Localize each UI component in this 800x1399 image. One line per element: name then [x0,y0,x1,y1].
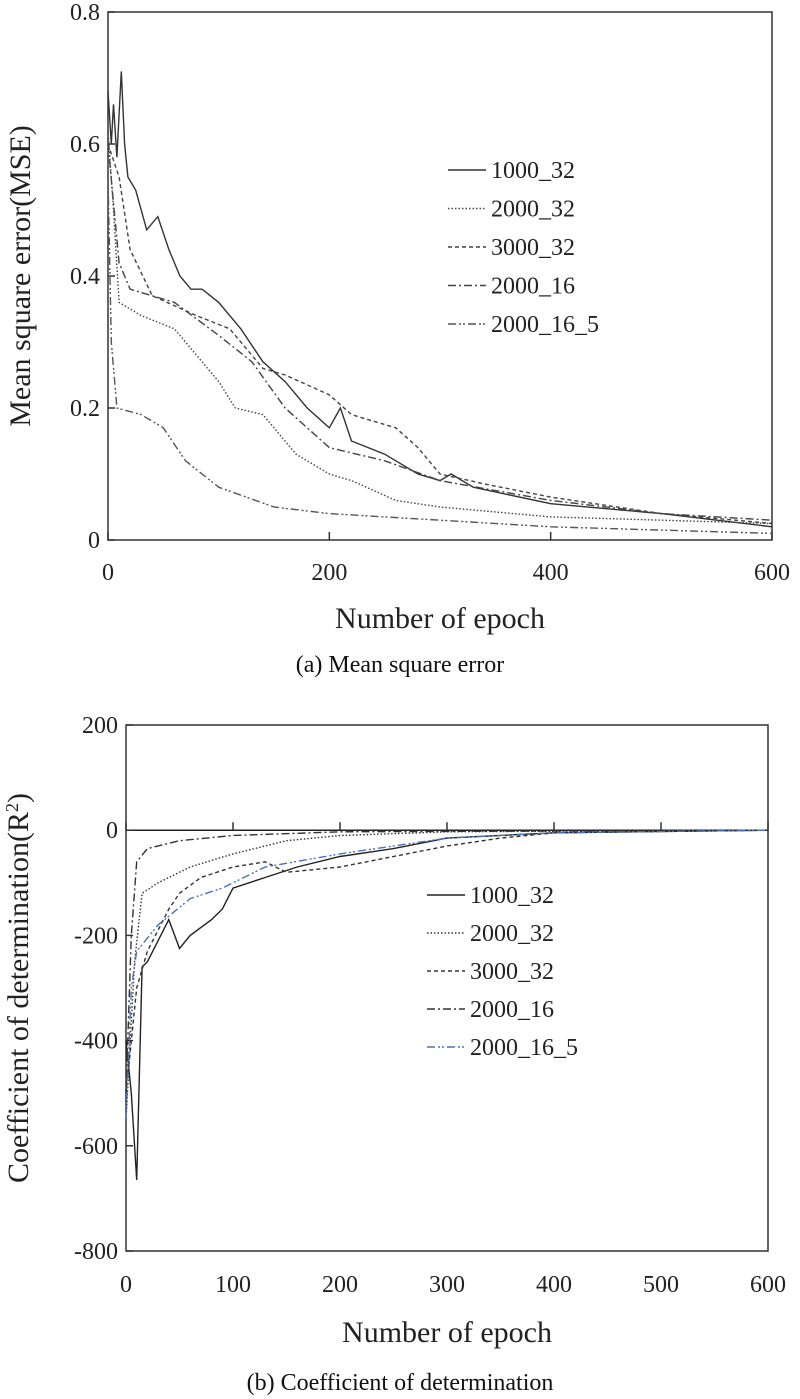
legend-label: 2000_16_5 [491,312,599,338]
r2-chart: 0 100 200 300 400 500 600 200 0 -200 -400 -600 -800 N… [2,713,786,1396]
y-tick-label: -200 [74,923,118,949]
x-tick-label: 0 [102,560,114,586]
legend-label: 3000_32 [491,235,575,261]
y-tick-label: 0.2 [70,396,100,422]
x-tick-label: 600 [750,1272,786,1298]
legend-label: 1000_32 [470,883,554,909]
series-line-2000_16_5 [107,176,773,535]
y-tick-label: -800 [74,1239,118,1265]
y-tick-label: 200 [82,713,118,739]
x-tick-label: 200 [322,1272,358,1298]
series-line-3000_32 [107,143,773,525]
caption: (a) Mean square error [296,652,505,678]
x-tick-label: 0 [120,1272,132,1298]
plot-frame [107,11,773,541]
x-tick-label: 200 [311,560,347,586]
series-line-1000_32 [125,829,769,1181]
legend-label: 2000_16 [491,274,575,300]
legend-label: 2000_32 [491,197,575,223]
legend-label: 1000_32 [491,158,575,184]
series-line-2000_16_5 [125,829,769,1120]
y-axis-title: Coefficient of determination(R2) [2,793,35,1183]
mse-chart: 0 200 400 600 0 0.2 0.4 0.6 0.8 Number of epoch Me… [4,0,790,678]
y-tick-label: -400 [74,1029,118,1055]
y-tick-label: 0.6 [70,132,100,158]
x-axis-title: Number of epoch [335,602,545,635]
series-line-3000_32 [125,829,769,1094]
caption: (b) Coefficient of determination [247,1370,554,1396]
x-tick-label: 500 [643,1272,679,1298]
y-tick-label: -600 [74,1134,118,1160]
series-line-2000_32 [107,130,773,525]
series-line-2000_16 [125,829,769,1094]
legend-label: 3000_32 [470,959,554,985]
y-tick-label: 0 [106,818,118,844]
y-axis-title: Mean square error(MSE) [4,125,37,427]
legend-label: 2000_16 [470,997,554,1023]
plot-frame [125,724,769,1252]
x-tick-label: 300 [429,1272,465,1298]
x-axis-title: Number of epoch [342,1316,552,1349]
y-tick-label: 0 [88,528,100,554]
legend-label: 2000_16_5 [470,1035,578,1061]
x-tick-label: 400 [533,560,569,586]
x-tick-label: 600 [754,560,790,586]
series-line-2000_16 [107,143,773,521]
legend-label: 2000_32 [470,921,554,947]
y-tick-label: 0.8 [70,0,100,26]
series-line-2000_32 [125,829,769,1120]
series-line-1000_32 [107,71,773,528]
x-tick-label: 100 [215,1272,251,1298]
x-tick-label: 400 [536,1272,572,1298]
y-tick-label: 0.4 [70,264,100,290]
